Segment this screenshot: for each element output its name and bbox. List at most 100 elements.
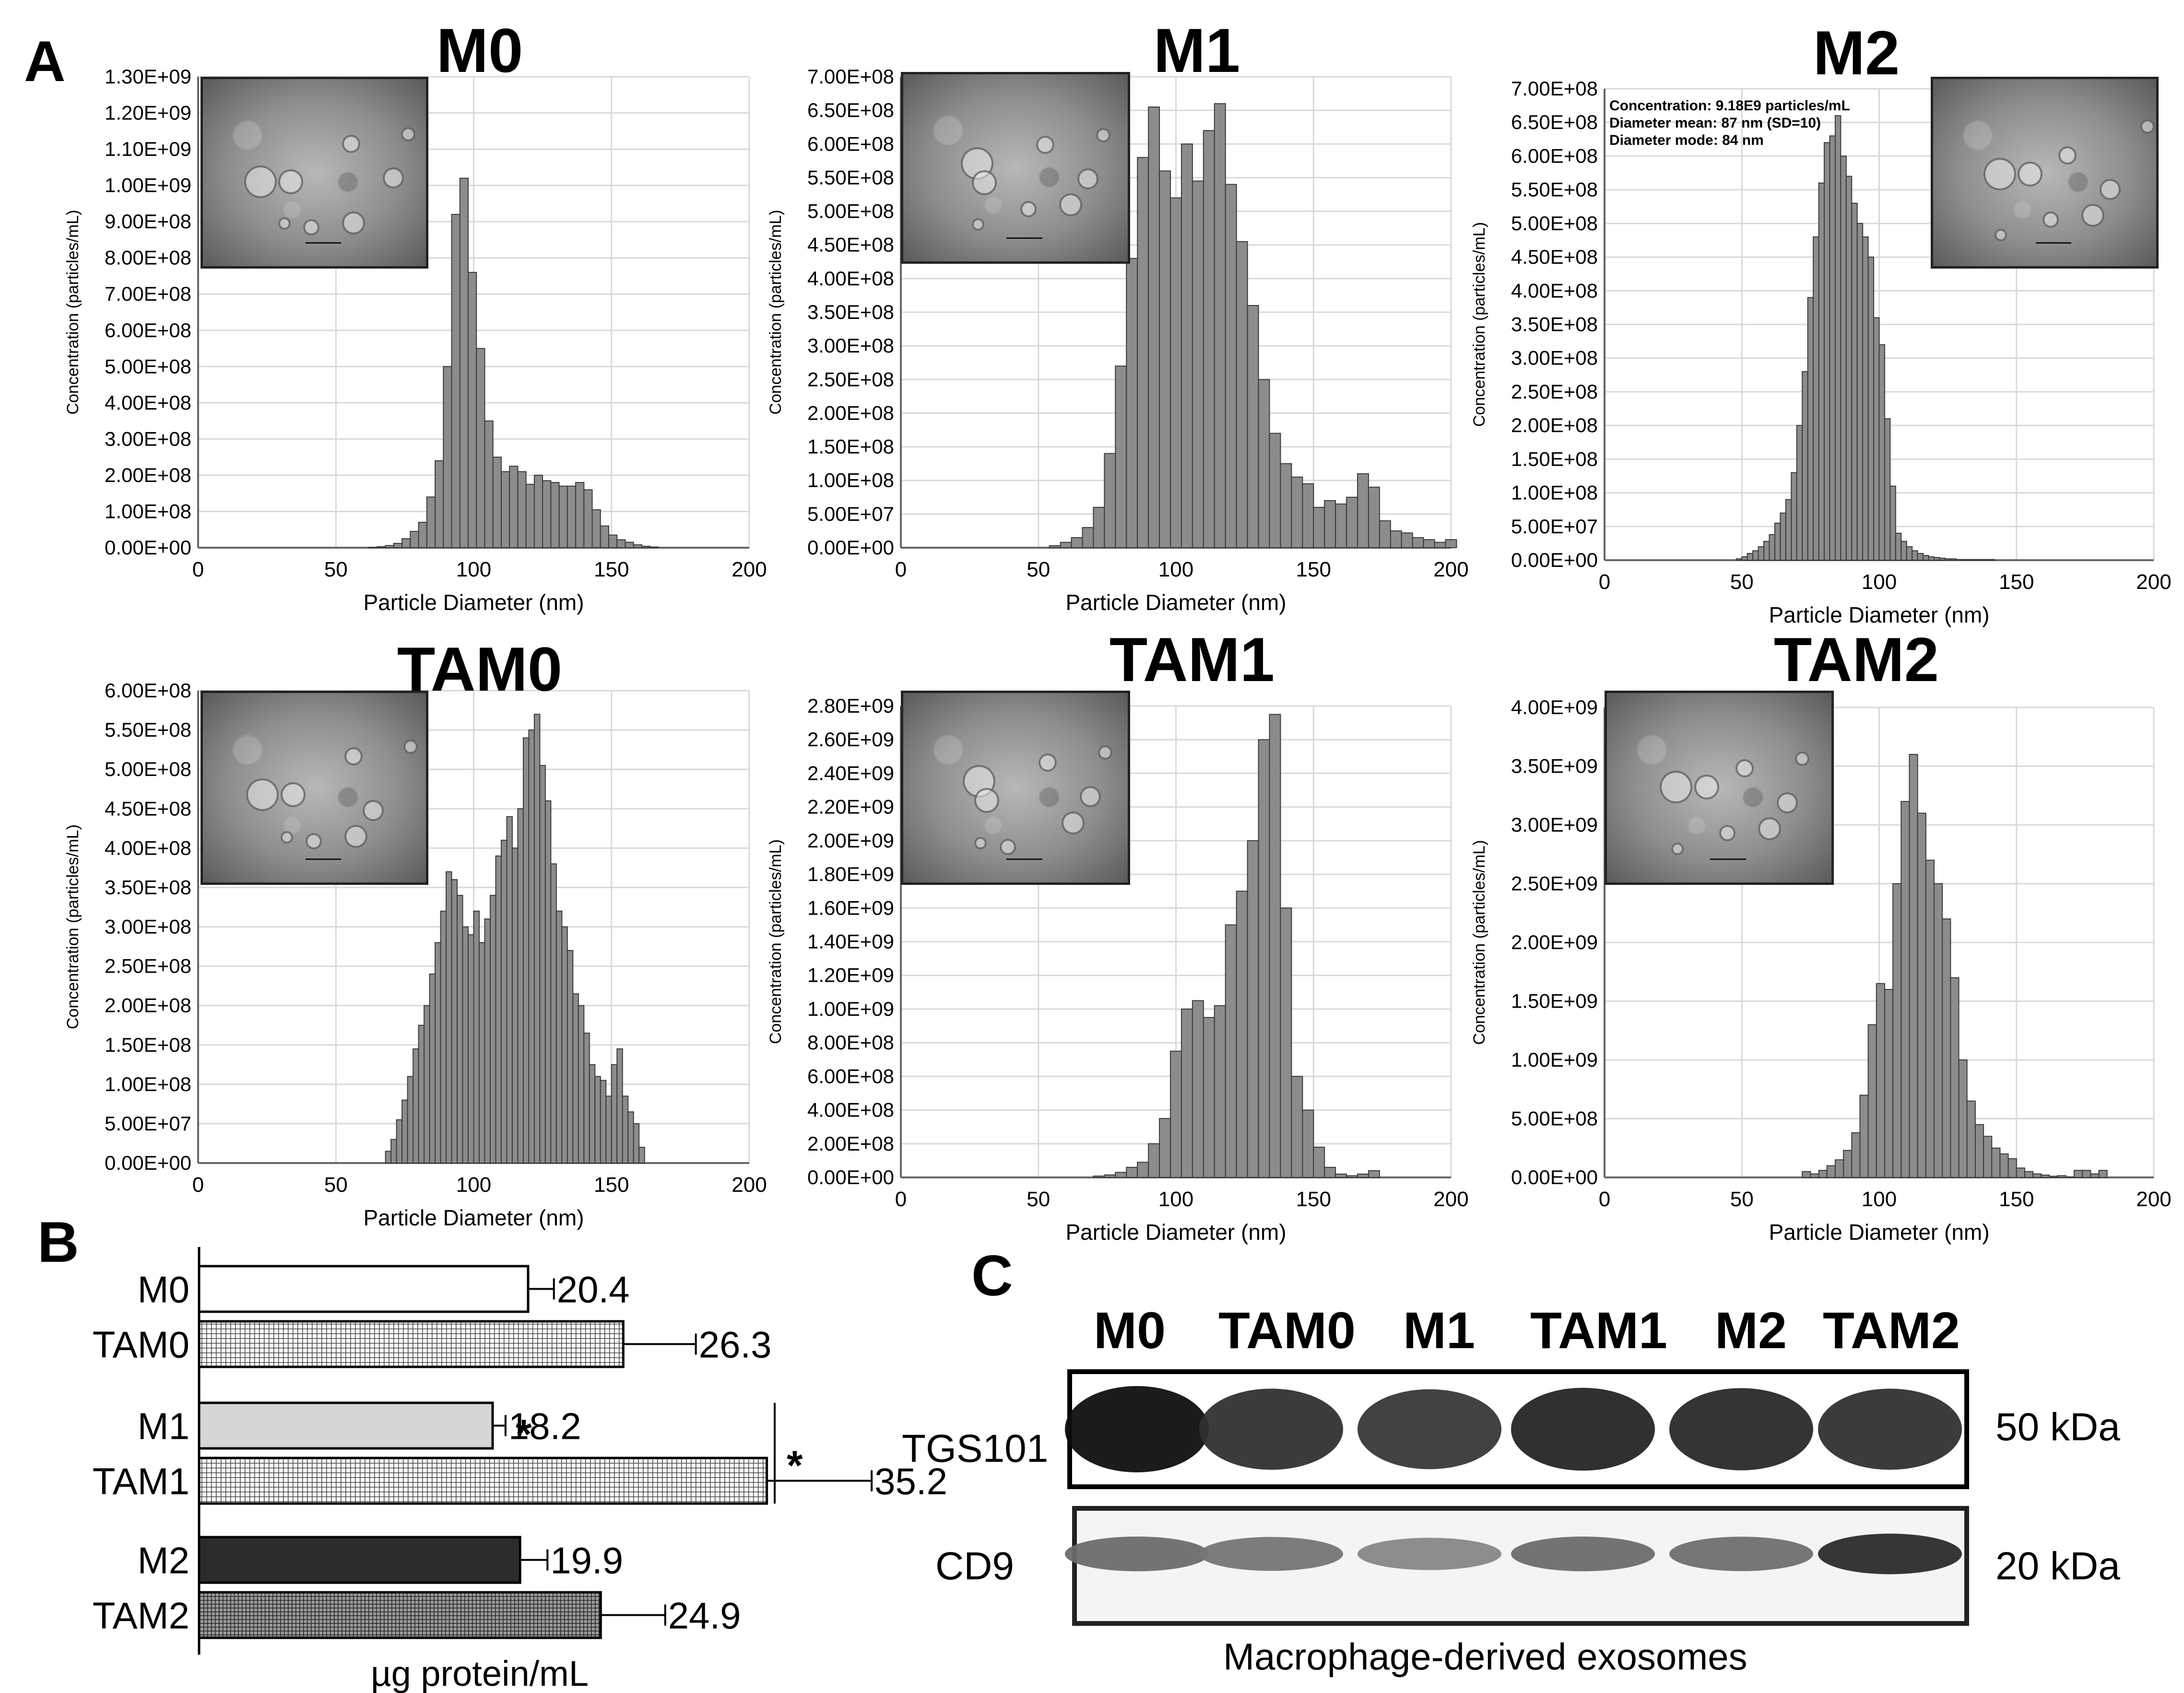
y-tick-label: 2.50E+09 bbox=[1511, 872, 1598, 895]
histogram-bar bbox=[1115, 1172, 1127, 1178]
y-tick-label: 1.00E+08 bbox=[807, 469, 894, 492]
y-tick-label: 2.40E+09 bbox=[807, 762, 894, 784]
y-tick-label: 6.50E+08 bbox=[807, 99, 894, 121]
y-tick-label: 8.00E+08 bbox=[807, 1031, 894, 1054]
vesicle-particle bbox=[1694, 775, 1719, 800]
vesicle-particle bbox=[280, 782, 306, 808]
histogram-bar bbox=[1060, 541, 1072, 548]
vesicle-particle bbox=[1794, 751, 1809, 766]
histogram-bar bbox=[589, 1064, 596, 1164]
y-tick-label: 2.00E+08 bbox=[105, 464, 191, 486]
tem-micrograph-icon bbox=[201, 691, 428, 885]
histogram-bar bbox=[1126, 1166, 1138, 1178]
histogram-bar bbox=[1758, 546, 1765, 561]
x-tick-label: 0 bbox=[895, 558, 907, 581]
vesicle-particle bbox=[280, 831, 293, 844]
histogram-bar bbox=[533, 714, 541, 1164]
histogram-bar bbox=[1445, 539, 1457, 549]
protein-bar bbox=[198, 1265, 530, 1313]
histogram-bar bbox=[1906, 546, 1913, 561]
wb-protein-label: CD9 bbox=[935, 1544, 1015, 1588]
histogram-bar bbox=[396, 1119, 403, 1164]
vesicle-particle bbox=[1039, 753, 1057, 772]
histogram-bar bbox=[393, 542, 403, 549]
x-axis-label: µg protein/mL bbox=[371, 1654, 589, 1693]
blot-band bbox=[1511, 1387, 1655, 1471]
histogram-bar bbox=[1137, 157, 1149, 549]
histogram-bar bbox=[2007, 1158, 2017, 1178]
x-tick-label: 50 bbox=[1730, 1187, 1754, 1211]
histogram-bar bbox=[1763, 541, 1770, 561]
x-tick-label: 50 bbox=[324, 558, 348, 581]
histogram-bar bbox=[1917, 553, 1924, 561]
significance-star: * bbox=[516, 1411, 532, 1458]
bar-value-label: 19.9 bbox=[550, 1540, 623, 1582]
histogram-bar bbox=[500, 839, 508, 1164]
x-tick-label: 50 bbox=[1027, 1187, 1050, 1211]
histogram-bar bbox=[1829, 135, 1836, 561]
histogram-bar bbox=[410, 531, 419, 548]
vesicle-particle bbox=[974, 836, 987, 849]
histogram-bar bbox=[1093, 1176, 1105, 1178]
histogram-bar bbox=[550, 863, 557, 1164]
x-tick-label: 50 bbox=[1730, 570, 1754, 594]
histogram-bar bbox=[1225, 184, 1237, 548]
histogram-bar bbox=[1747, 553, 1754, 561]
wb-lane-label: M2 bbox=[1715, 1301, 1787, 1359]
blot-band bbox=[1669, 1537, 1813, 1571]
histogram-bar bbox=[2082, 1170, 2091, 1178]
x-tick-label: 150 bbox=[1999, 570, 2034, 594]
vesicle-particle bbox=[342, 135, 360, 153]
histogram-bar bbox=[633, 544, 642, 548]
vesicle-particle bbox=[1776, 792, 1798, 813]
histogram-bar bbox=[583, 1033, 590, 1164]
histogram-bar bbox=[1148, 106, 1160, 548]
histogram-bar bbox=[440, 910, 447, 1164]
histogram-tam0: 0.00E+00 5.00E+07 1.00E+08 1.50E+08 2.00E+08… bbox=[64, 634, 767, 1230]
blot-band bbox=[1065, 1386, 1209, 1472]
histogram-bar bbox=[528, 729, 535, 1164]
y-tick-label: 2.00E+08 bbox=[807, 401, 894, 424]
y-axis-label: Concentration (particles/mL) bbox=[767, 210, 785, 414]
y-tick-label: 3.00E+08 bbox=[1511, 347, 1598, 369]
histogram-bar bbox=[1159, 1118, 1171, 1178]
histogram-bar bbox=[1843, 1150, 1853, 1178]
y-tick-label: 2.50E+08 bbox=[807, 368, 894, 390]
x-tick-label: 150 bbox=[1296, 558, 1331, 581]
stats-annotation: Diameter mean: 87 nm (SD=10) bbox=[1609, 115, 1821, 131]
blot-band bbox=[1199, 1388, 1343, 1470]
histogram-bar bbox=[1049, 545, 1061, 548]
histogram-bar bbox=[492, 457, 502, 549]
x-tick-label: 0 bbox=[1599, 1187, 1610, 1211]
histogram-bar bbox=[1735, 558, 1743, 561]
y-tick-label: 0.00E+00 bbox=[1511, 549, 1598, 571]
protein-bar bbox=[198, 1457, 768, 1505]
histogram-bar bbox=[484, 918, 491, 1164]
y-tick-label: 1.50E+08 bbox=[105, 1034, 191, 1056]
y-tick-label: 1.50E+08 bbox=[1511, 447, 1598, 470]
histogram-bar bbox=[1873, 317, 1880, 561]
histogram-bar bbox=[401, 538, 411, 548]
vesicle-particle bbox=[2099, 179, 2121, 200]
histogram-bar bbox=[1324, 500, 1336, 549]
y-tick-label: 1.80E+09 bbox=[807, 863, 894, 885]
y-tick-label: 0.00E+00 bbox=[807, 536, 894, 559]
wb-lane-label: TAM0 bbox=[1218, 1301, 1356, 1359]
histogram-bar bbox=[1867, 1024, 1877, 1178]
y-tick-label: 2.00E+09 bbox=[1511, 931, 1598, 953]
histogram-bar bbox=[638, 1147, 645, 1164]
histogram-bar bbox=[1826, 1165, 1836, 1178]
histogram-bar bbox=[1834, 115, 1842, 561]
y-tick-label: 7.00E+08 bbox=[105, 282, 191, 305]
histogram-bar bbox=[2016, 1167, 2025, 1178]
vesicle-particle bbox=[1059, 193, 1083, 216]
y-tick-label: 1.60E+09 bbox=[807, 896, 894, 919]
chart-title: M0 bbox=[437, 15, 523, 85]
x-tick-label: 0 bbox=[192, 558, 204, 581]
histogram-bar bbox=[625, 541, 634, 548]
bar-value-label: 18.2 bbox=[508, 1405, 581, 1447]
blot-band bbox=[1669, 1388, 1813, 1470]
y-tick-label: 1.00E+09 bbox=[105, 174, 191, 197]
y-tick-label: 2.00E+09 bbox=[807, 829, 894, 852]
histogram-bar bbox=[1867, 257, 1875, 561]
